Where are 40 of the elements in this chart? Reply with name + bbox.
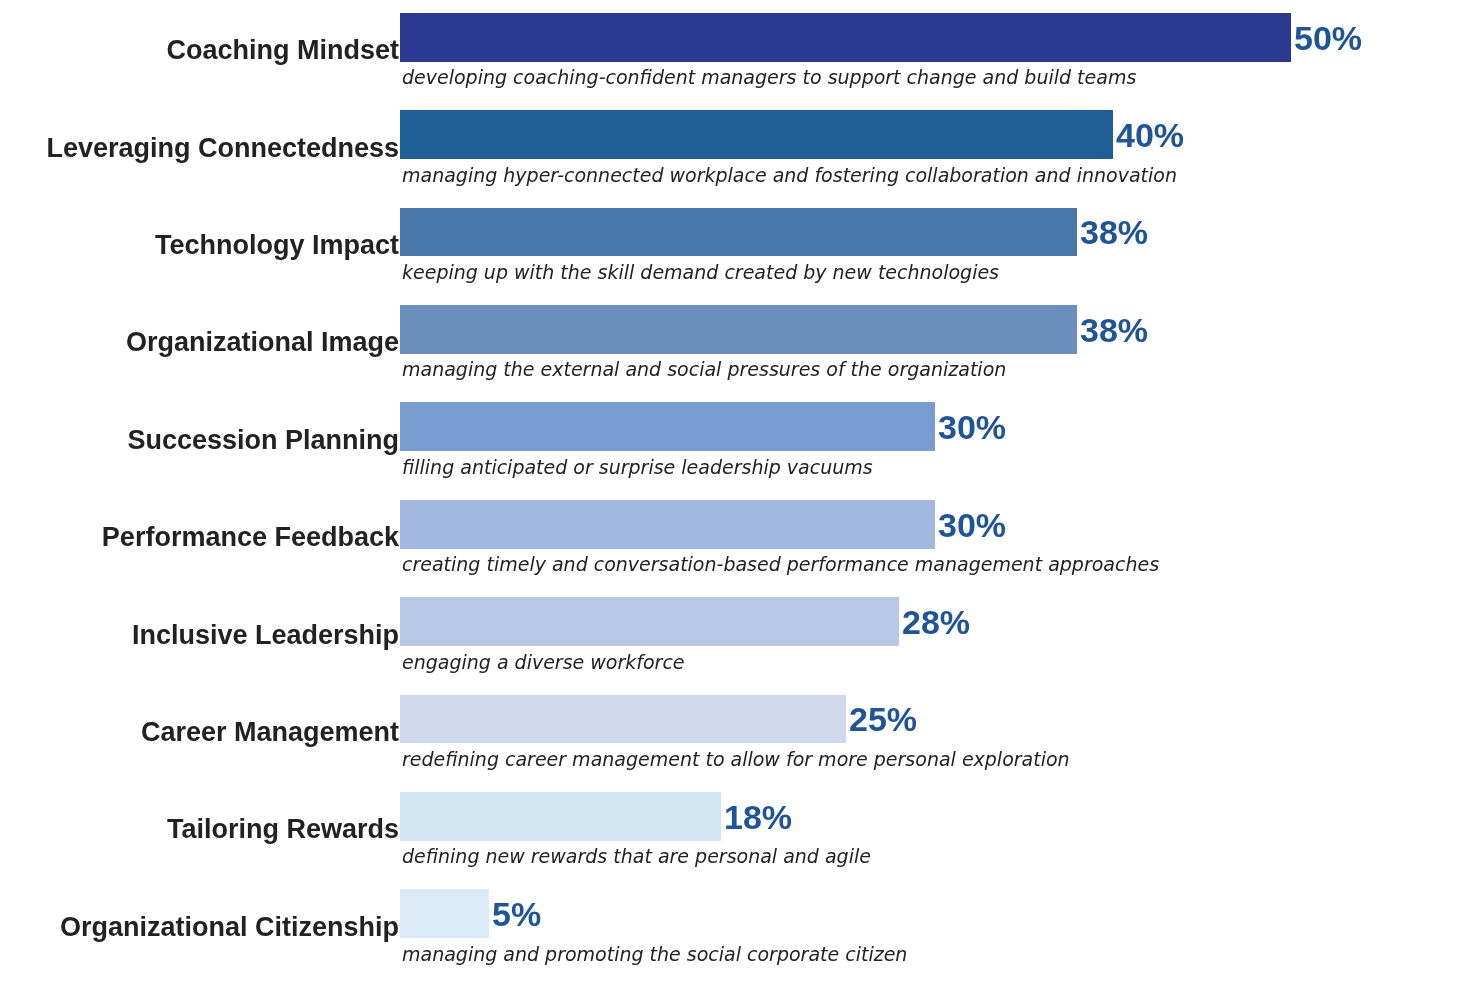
bar [400,500,935,549]
annotation: managing the external and social pressures of the organization [402,358,1007,380]
data-label: 5% [492,894,542,933]
bar [400,597,899,646]
data-label: 30% [938,407,1007,446]
annotation: developing coaching-confident managers to support change and build teams [402,66,1137,88]
annotation: creating timely and conversation-based performance management approaches [402,553,1160,575]
annotation: filling anticipated or surprise leadership vacuums [402,456,873,478]
data-label: 40% [1116,115,1185,154]
data-label: 30% [938,505,1007,544]
data-label: 38% [1080,213,1149,251]
data-label: 25% [849,700,918,738]
annotation: defining new rewards that are personal and agile [402,845,871,867]
bar [400,13,1291,62]
bar [400,305,1077,354]
annotation: redefining career management to allow for more personal exploration [402,748,1070,770]
data-label: 28% [902,602,971,641]
y-tick-label: Organizational Citizenship [59,911,399,942]
y-tick-label: Career Management [140,717,399,748]
y-tick-label: Succession Planning [127,424,399,455]
annotation: managing hyper-connected workplace and fostering collaboration and innovation [402,164,1177,186]
y-tick-label: Coaching Mindset [166,35,399,66]
bar [400,889,489,938]
data-label: 50% [1294,18,1363,57]
annotation: keeping up with the skill demand created by new technologies [402,261,1000,283]
y-tick-label: Leveraging Connectedness [46,132,399,163]
y-tick-label: Performance Feedback [101,522,400,553]
y-tick-label: Organizational Image [125,327,399,358]
y-tick-label: Inclusive Leadership [131,619,399,650]
annotation: managing and promoting the social corporate citizen [402,943,908,965]
data-label: 38% [1080,310,1149,349]
y-tick-label: Technology Impact [154,230,400,261]
bar [400,208,1077,256]
data-label: 18% [724,797,793,836]
bar [400,110,1113,159]
y-tick-label: Tailoring Rewards [166,814,399,845]
bar [400,695,846,743]
bar [400,792,721,841]
annotation: engaging a diverse workforce [402,651,685,673]
bar [400,402,935,451]
